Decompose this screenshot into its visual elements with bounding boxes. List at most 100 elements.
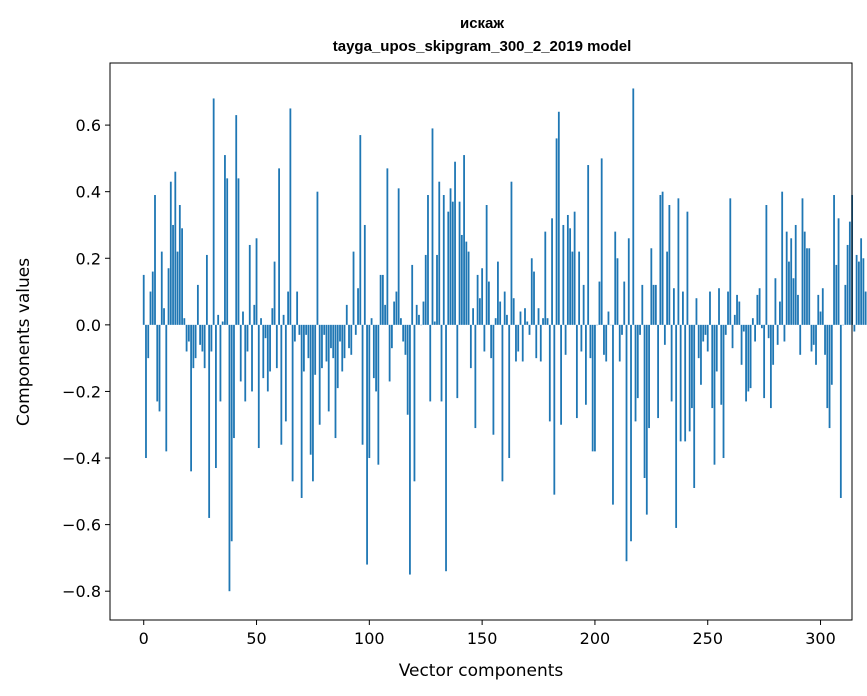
- bar-155: [492, 324, 495, 435]
- bar-269: [749, 324, 752, 389]
- bar-278: [769, 324, 772, 409]
- bar-172: [530, 258, 533, 325]
- bar-113: [397, 188, 400, 325]
- bar-136: [449, 188, 452, 325]
- bar-176: [539, 324, 542, 362]
- bar-169: [524, 308, 526, 325]
- bar-241: [686, 211, 689, 325]
- bar-13: [172, 224, 174, 325]
- bar-0: [142, 274, 145, 325]
- bar-231: [663, 324, 666, 345]
- bar-294: [806, 248, 808, 325]
- bar-261: [731, 324, 734, 349]
- bar-277: [767, 324, 770, 339]
- bar-121: [415, 304, 418, 325]
- bar-194: [580, 324, 583, 352]
- bar-219: [636, 324, 639, 399]
- bar-173: [533, 271, 535, 325]
- y-tick-label: −0.2: [62, 382, 101, 401]
- bar-187: [564, 324, 567, 355]
- bar-181: [551, 218, 553, 325]
- bar-139: [456, 324, 459, 399]
- x-tick-label: 100: [354, 629, 385, 648]
- bar-58: [273, 261, 276, 325]
- y-tick-label: −0.8: [62, 582, 101, 601]
- bar-252: [711, 324, 714, 409]
- bar-274: [760, 324, 763, 329]
- bar-244: [693, 324, 696, 488]
- bar-82: [327, 324, 330, 412]
- bar-179: [546, 318, 549, 325]
- bar-312: [846, 244, 849, 325]
- bar-131: [438, 181, 441, 325]
- bar-175: [537, 308, 540, 325]
- bar-137: [451, 201, 454, 325]
- bar-129: [433, 321, 436, 325]
- bar-109: [388, 324, 391, 382]
- bar-320: [864, 291, 867, 325]
- bar-161: [506, 314, 508, 325]
- bar-255: [718, 288, 720, 325]
- bar-117: [406, 324, 409, 415]
- bar-233: [668, 205, 671, 325]
- bar-240: [684, 324, 687, 442]
- bar-254: [715, 324, 718, 372]
- bar-192: [575, 324, 578, 419]
- bar-291: [799, 324, 802, 355]
- bar-19: [185, 324, 188, 352]
- bar-41: [235, 115, 238, 325]
- bar-263: [736, 294, 738, 325]
- bar-311: [844, 284, 847, 325]
- bar-47: [248, 244, 251, 325]
- bar-83: [330, 324, 332, 349]
- bar-107: [384, 304, 387, 325]
- bar-190: [571, 251, 574, 325]
- bar-43: [239, 324, 242, 382]
- bar-127: [429, 324, 432, 402]
- bar-174: [535, 324, 538, 359]
- chart-title: искаж: [460, 15, 504, 32]
- bar-62: [282, 314, 285, 325]
- bar-197: [587, 165, 590, 325]
- bar-313: [848, 221, 851, 325]
- bar-79: [321, 324, 323, 369]
- bar-45: [244, 324, 247, 402]
- bar-119: [411, 264, 414, 325]
- bar-93: [352, 251, 355, 325]
- x-tick-label: 50: [246, 629, 266, 648]
- bar-209: [614, 231, 617, 325]
- bar-76: [314, 324, 317, 375]
- bar-57: [271, 308, 274, 325]
- bar-15: [176, 251, 179, 325]
- bar-239: [682, 291, 684, 325]
- bar-165: [515, 324, 517, 362]
- bar-250: [706, 324, 709, 352]
- bar-318: [860, 238, 863, 325]
- bar-141: [460, 234, 463, 325]
- bar-78: [318, 324, 321, 425]
- bar-304: [828, 324, 831, 429]
- bar-96: [359, 135, 362, 325]
- bar-118: [409, 324, 411, 575]
- bar-283: [781, 191, 784, 325]
- y-tick-label: 0.4: [76, 183, 101, 202]
- bar-159: [501, 324, 504, 482]
- bar-184: [557, 111, 560, 325]
- bar-122: [418, 314, 420, 325]
- x-axis-ticks: 0 50 100 150 200 250 300: [139, 620, 836, 648]
- y-tick-label: 0.2: [76, 249, 101, 268]
- bar-223: [645, 324, 648, 515]
- bar-154: [490, 324, 493, 359]
- bar-51: [257, 324, 260, 449]
- bar-188: [566, 214, 569, 325]
- bar-101: [370, 318, 373, 325]
- bar-105: [379, 274, 382, 325]
- bar-204: [603, 324, 605, 355]
- bar-34: [219, 324, 222, 402]
- bar-166: [517, 324, 520, 352]
- bar-282: [779, 301, 781, 325]
- bar-295: [808, 248, 811, 325]
- bar-60: [278, 168, 280, 325]
- bar-232: [666, 251, 669, 325]
- bar-3: [149, 291, 152, 325]
